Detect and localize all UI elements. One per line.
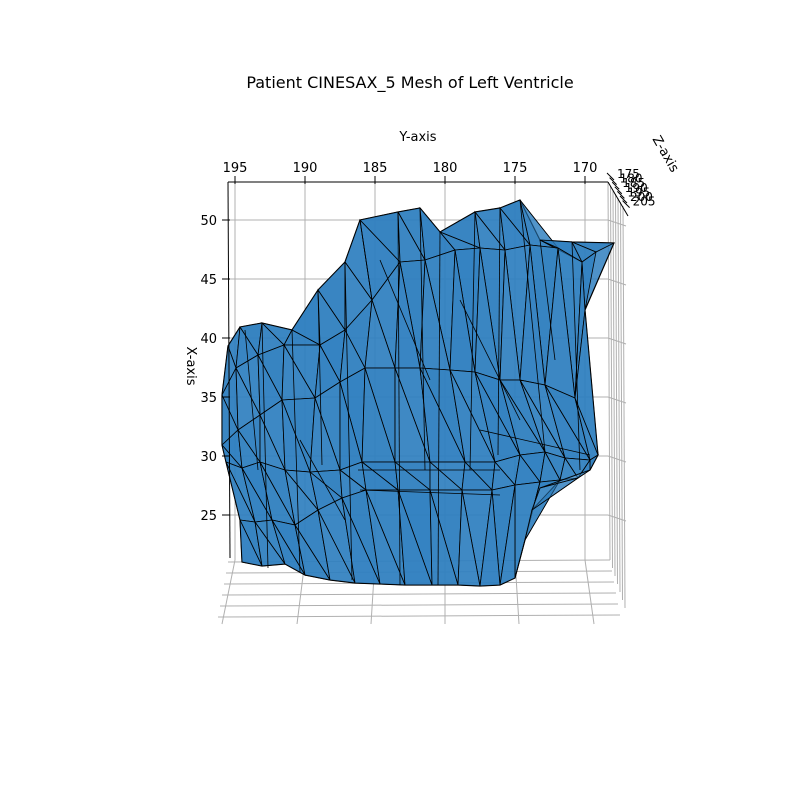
ventricle-mesh — [221, 199, 615, 587]
mesh-face — [479, 489, 501, 587]
side-grid-line — [612, 189, 616, 577]
mesh-face — [254, 521, 286, 567]
floor-grid-line — [221, 592, 617, 596]
mesh-face — [397, 489, 433, 586]
side-grid-line — [620, 201, 623, 601]
mesh-face — [531, 477, 579, 512]
x-tick-label: 45 — [200, 273, 217, 288]
side-grid-line — [622, 205, 626, 609]
side-grid-line — [615, 193, 618, 585]
mesh-face — [271, 519, 307, 577]
z-tick-mark — [622, 200, 630, 208]
floor-grid-depth — [584, 559, 595, 625]
z-tick-label: 185 — [622, 176, 645, 190]
floor-grid-line — [217, 614, 621, 618]
x-tick-label: 25 — [200, 509, 217, 524]
mesh-edge — [299, 439, 346, 521]
mesh-face — [429, 489, 459, 586]
mesh-edge — [291, 329, 301, 573]
z-tick-mark — [611, 181, 620, 190]
z-tick-mark — [617, 191, 625, 199]
z-axis-spine — [607, 181, 629, 217]
x-axis-label: X-axis — [183, 347, 198, 386]
floor-grid-depth — [221, 559, 236, 625]
x-tick-label: 40 — [200, 332, 217, 347]
mesh-edge — [519, 199, 546, 453]
mesh-edge — [469, 211, 476, 471]
z-tick-mark — [606, 172, 615, 181]
x-tick-label: 35 — [200, 391, 217, 406]
y-tick-label: 195 — [223, 161, 248, 176]
mesh-edge — [479, 429, 591, 456]
z-tick-mark — [609, 177, 617, 185]
z-tick-mark — [614, 186, 623, 195]
x-tick-label: 50 — [200, 214, 217, 229]
floor-grid-line — [219, 603, 619, 607]
mesh-edge — [379, 259, 431, 381]
mesh-edge — [261, 322, 269, 569]
z-tick-label: 190 — [625, 181, 648, 195]
z-tick-label: 195 — [627, 185, 650, 199]
z-tick-label: 180 — [620, 172, 643, 186]
axis-ticks: 195 190 185 180 175 1702530354045501751801851… — [200, 161, 656, 559]
y-tick-label: 170 — [573, 161, 598, 176]
mesh-edge — [437, 231, 441, 586]
chart-title: Patient CINESAX_5 Mesh of Left Ventricle — [246, 73, 573, 93]
mesh-edge — [539, 239, 556, 361]
mesh-edge — [497, 207, 501, 456]
mesh-edge — [571, 241, 581, 471]
y-tick-label: 175 — [503, 161, 528, 176]
mesh-face — [341, 497, 381, 585]
mesh-face — [294, 524, 331, 581]
mesh-edge — [359, 489, 501, 496]
mesh-face — [365, 489, 406, 586]
z-tick-label: 200 — [630, 190, 653, 204]
z-tick-label: 175 — [617, 167, 640, 181]
z-tick-mark — [619, 195, 628, 204]
side-grid-line — [607, 181, 611, 561]
mesh-face — [239, 519, 263, 567]
z-axis-label: Z-axis — [649, 133, 682, 175]
z-tick-label: 205 — [633, 195, 656, 209]
mesh-face — [457, 489, 481, 587]
mesh-edge — [359, 219, 373, 301]
mesh-face — [317, 509, 356, 584]
mesh-edge — [317, 289, 323, 466]
mesh-edge — [419, 207, 426, 471]
y-tick-label: 185 — [363, 161, 388, 176]
mesh-edge — [459, 299, 521, 421]
y-tick-label: 180 — [433, 161, 458, 176]
x-axis-spine — [227, 181, 231, 559]
mesh-edge — [344, 261, 353, 581]
y-tick-label: 190 — [293, 161, 318, 176]
side-grid-line — [617, 197, 621, 593]
mesh-edge — [397, 211, 401, 586]
mesh-edge — [244, 329, 259, 471]
y-axis-label: Y-axis — [398, 130, 436, 145]
mesh-face — [499, 484, 516, 586]
x-tick-label: 30 — [200, 450, 217, 465]
